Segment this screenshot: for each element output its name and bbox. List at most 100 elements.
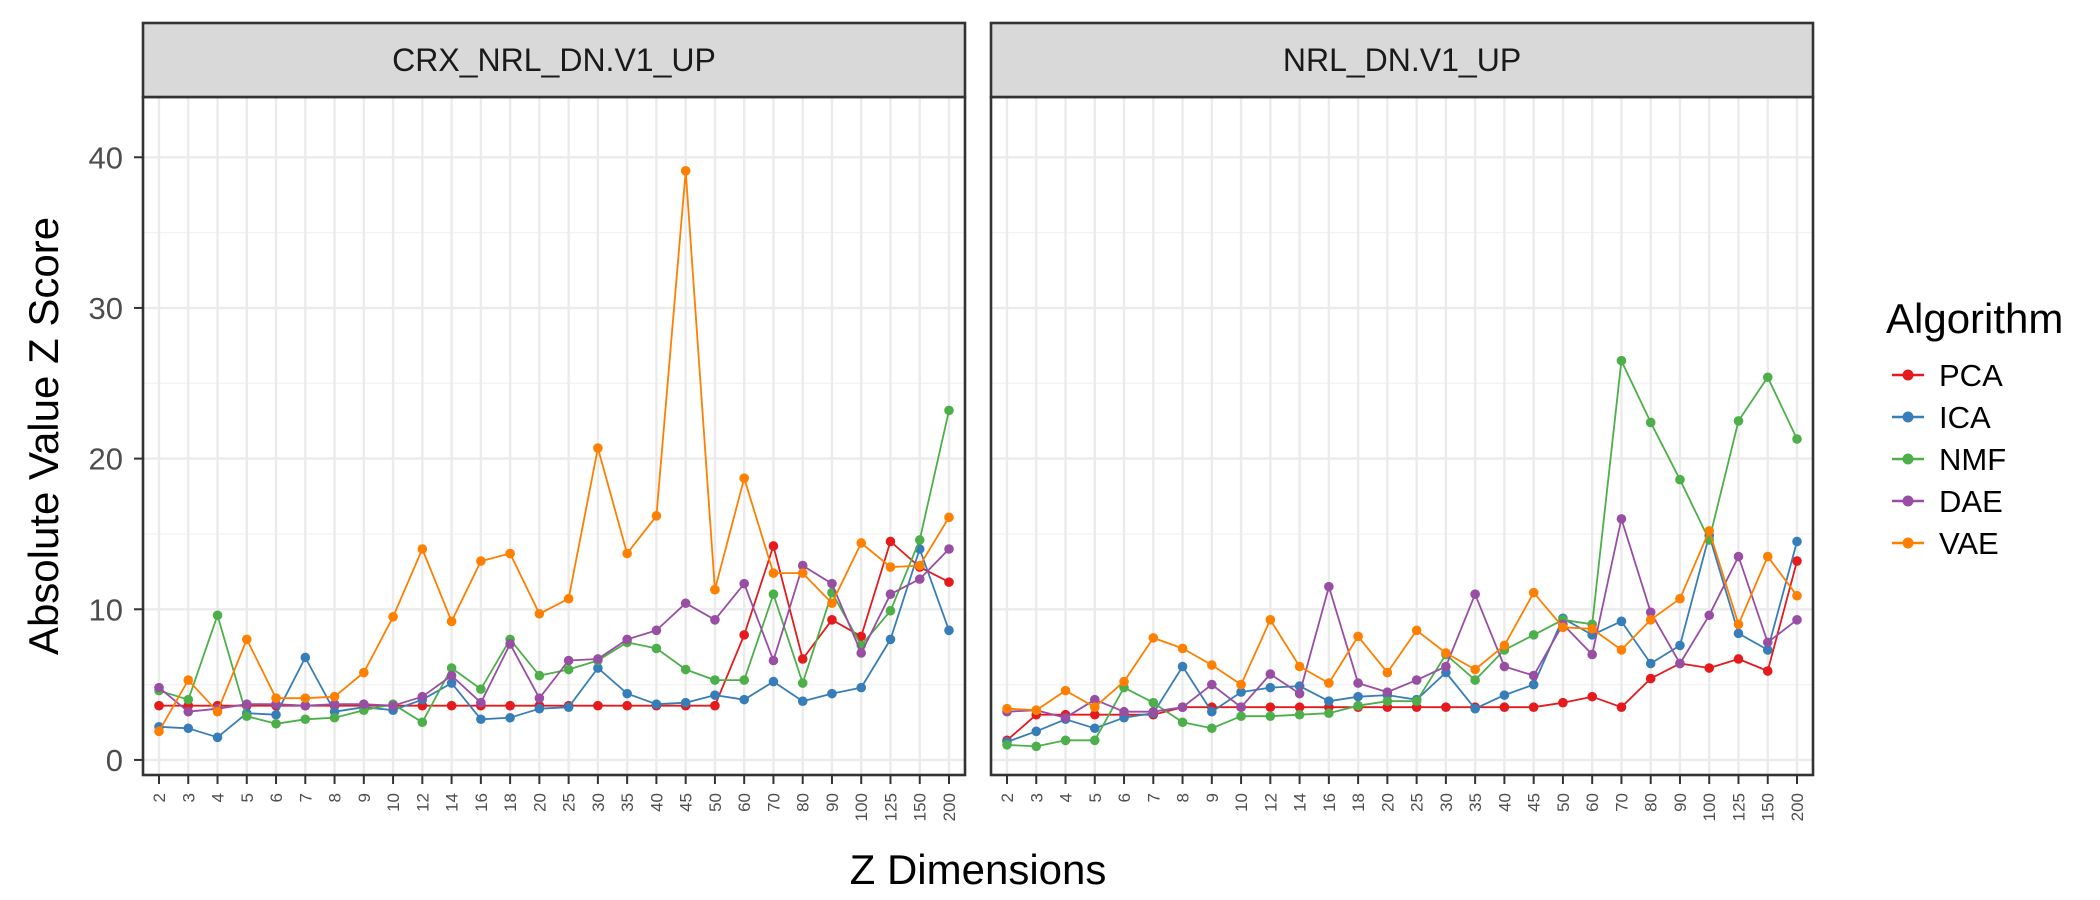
x-tick-label: 90 (1671, 793, 1690, 812)
data-point (1353, 691, 1363, 702)
legend-key-point (1902, 537, 1914, 549)
data-point (1148, 633, 1159, 643)
legend-item-nmf: NMF (1892, 442, 2006, 477)
data-point (1587, 624, 1597, 634)
series-line-vae (158, 169, 950, 732)
data-point (885, 605, 896, 616)
x-tick-label: 30 (1437, 793, 1456, 812)
data-point (1411, 625, 1422, 636)
x-tick-label: 35 (618, 793, 637, 812)
data-point (534, 608, 545, 619)
data-point (417, 717, 428, 728)
data-point (885, 562, 896, 572)
data-point (1382, 667, 1393, 678)
data-point (1324, 708, 1334, 719)
x-tick-label: 7 (296, 793, 315, 802)
data-point (241, 711, 252, 722)
data-point (885, 634, 896, 645)
data-point (1265, 615, 1276, 625)
data-point (1441, 702, 1451, 712)
data-point (1353, 631, 1363, 642)
data-point (183, 706, 194, 717)
data-point (768, 655, 779, 666)
data-point (797, 696, 808, 706)
data-point (914, 560, 925, 571)
x-tick-label: 200 (1788, 793, 1807, 821)
data-point (856, 631, 867, 642)
x-tick-label: 150 (1759, 793, 1778, 821)
data-point (739, 578, 749, 589)
data-point (1353, 678, 1363, 688)
data-point (797, 568, 808, 578)
data-point (739, 694, 749, 705)
data-point (593, 443, 603, 453)
data-point (1411, 675, 1422, 685)
x-tick-label: 35 (1466, 793, 1485, 812)
data-point (1528, 587, 1539, 598)
data-point (1177, 661, 1188, 672)
x-tick-label: 18 (1349, 793, 1368, 812)
data-point (271, 693, 281, 703)
data-point (1265, 669, 1276, 679)
data-point (1353, 700, 1363, 711)
data-point (1060, 685, 1071, 696)
data-point (1470, 703, 1480, 714)
data-point (1675, 593, 1685, 604)
x-tick-label: 25 (560, 793, 579, 812)
data-point (476, 697, 486, 708)
data-point (446, 663, 457, 673)
data-point (914, 535, 925, 545)
series-line-nmf (1006, 359, 1798, 748)
data-point (183, 723, 194, 734)
series-dae (154, 544, 954, 717)
data-point (1294, 661, 1305, 672)
data-point (1792, 590, 1802, 601)
x-tick-label: 16 (472, 793, 491, 812)
legend-key-point (1902, 411, 1914, 423)
x-tick-label: 10 (1232, 793, 1251, 812)
data-point (1207, 706, 1217, 717)
x-tick-label: 2 (150, 793, 169, 802)
data-point (1762, 637, 1773, 648)
data-point (856, 682, 867, 693)
data-point (563, 655, 574, 666)
legend-item-vae: VAE (1892, 526, 1999, 561)
data-point (680, 664, 691, 675)
data-point (1528, 670, 1539, 681)
data-point (417, 544, 428, 554)
data-point (1119, 676, 1129, 687)
data-point (1089, 709, 1100, 720)
x-tick-label: 6 (1115, 793, 1134, 802)
data-point (534, 693, 545, 703)
data-point (388, 612, 398, 622)
x-tick-label: 100 (852, 793, 871, 821)
legend-item-dae: DAE (1892, 484, 2003, 519)
x-tick-label: 50 (1554, 793, 1573, 812)
data-point (827, 578, 837, 589)
x-tick-label: 8 (1174, 793, 1193, 802)
data-point (1294, 709, 1305, 720)
data-point (1762, 372, 1773, 383)
data-point (1177, 643, 1188, 654)
data-point (505, 548, 515, 559)
data-point (1645, 615, 1656, 625)
x-tick-label: 7 (1144, 793, 1163, 802)
x-tick-label: 150 (911, 793, 930, 821)
x-tick-label: 4 (209, 793, 228, 802)
data-point (1528, 630, 1539, 640)
data-point (1792, 615, 1802, 625)
data-point (680, 598, 691, 609)
panel-2: NRL_DN.V1_UP2 3 4 5 6 7 8 9 10 12 14 16 18 20 25 30 35 40… (989, 21, 1815, 821)
data-point (1762, 645, 1773, 655)
data-point (1733, 654, 1744, 664)
panel-1: CRX_NRL_DN.V1_UP2 3 4 5 6 7 8 9 10 12 14 16 18 20 25 30… (141, 21, 967, 821)
data-point (797, 678, 808, 688)
x-tick-label: 80 (794, 793, 813, 812)
y-tick-label: 0 (106, 743, 123, 778)
data-point (1324, 696, 1334, 706)
data-point (1060, 712, 1071, 723)
data-point (1675, 640, 1685, 651)
series-line-ica (1006, 534, 1798, 743)
x-tick-label: 200 (940, 793, 959, 821)
data-point (1177, 702, 1188, 712)
